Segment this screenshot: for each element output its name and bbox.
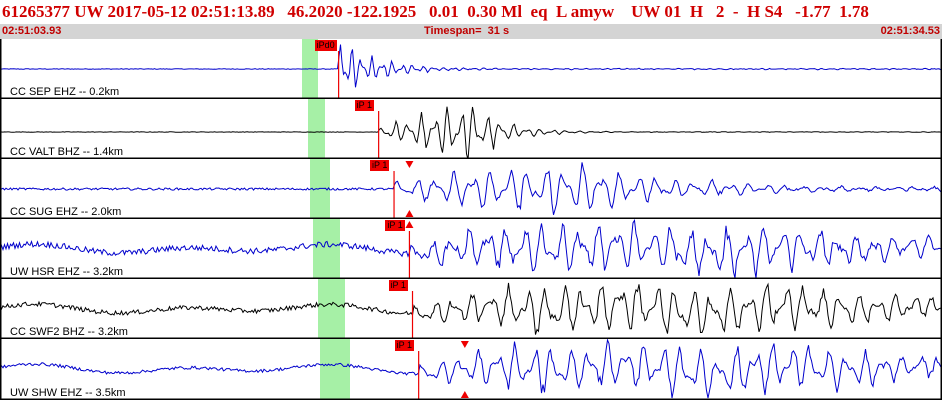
pick-window xyxy=(308,99,325,159)
seismogram-panels[interactable]: iPd0 CC SEP EHZ -- 0.2km iP 1 CC VALT BH… xyxy=(0,39,942,400)
station-label: UW SHW EHZ -- 3.5km xyxy=(10,387,126,399)
arrival-marker-down-icon xyxy=(460,341,469,348)
pick-label[interactable]: iP 1 xyxy=(394,340,415,351)
pick-window xyxy=(313,219,340,279)
pick-window xyxy=(320,339,350,400)
pick-label[interactable]: iP 1 xyxy=(370,160,390,171)
event-header: 61265377 UW 2017-05-12 02:51:13.89 46.20… xyxy=(0,0,942,40)
pick-label[interactable]: iPd0 xyxy=(314,40,337,51)
seismogram-panel[interactable]: iP 1 UW HSR EHZ -- 3.2km xyxy=(0,219,942,279)
pick-label[interactable]: iP 1 xyxy=(388,280,408,291)
seismic-trace xyxy=(0,282,942,335)
trace-plot xyxy=(0,39,942,99)
seismic-trace xyxy=(0,106,942,159)
arrival-marker-down-icon xyxy=(405,161,414,168)
trace-plot xyxy=(0,99,942,159)
trace-plot xyxy=(0,279,942,339)
seismic-trace xyxy=(0,339,942,399)
trace-plot xyxy=(0,159,942,219)
station-label: CC VALT BHZ -- 1.4km xyxy=(10,146,124,158)
start-time: 02:51:03.93 xyxy=(2,25,62,37)
trace-plot xyxy=(0,339,942,400)
event-title: 61265377 UW 2017-05-12 02:51:13.89 46.20… xyxy=(2,2,869,21)
seismogram-panel[interactable]: iP 1 UW SHW EHZ -- 3.5km xyxy=(0,339,942,400)
pick-window xyxy=(318,279,345,339)
pick-label[interactable]: iP 1 xyxy=(385,220,405,231)
pick-window xyxy=(310,159,330,219)
arrival-marker-up-icon xyxy=(460,391,469,398)
station-label: CC SWF2 BHZ -- 3.2km xyxy=(10,326,128,338)
station-label: CC SUG EHZ -- 2.0km xyxy=(10,206,122,218)
seismic-trace xyxy=(0,162,942,215)
arrival-marker-up-icon xyxy=(405,221,414,228)
seismogram-panel[interactable]: iPd0 CC SEP EHZ -- 0.2km xyxy=(0,39,942,99)
station-label: UW HSR EHZ -- 3.2km xyxy=(10,266,124,278)
station-label: CC SEP EHZ -- 0.2km xyxy=(10,86,120,98)
trace-plot xyxy=(0,219,942,279)
seismic-trace xyxy=(0,44,942,88)
end-time: 02:51:34.53 xyxy=(880,25,940,37)
seismic-trace xyxy=(0,219,942,279)
time-axis-bar: 02:51:03.93 Timespan= 31 s 02:51:34.53 xyxy=(0,24,942,39)
seismogram-panel[interactable]: iP 1 CC SUG EHZ -- 2.0km xyxy=(0,159,942,219)
seismogram-panel[interactable]: iP 1 CC VALT BHZ -- 1.4km xyxy=(0,99,942,159)
seismogram-panel[interactable]: iP 1 CC SWF2 BHZ -- 3.2km xyxy=(0,279,942,339)
pick-label[interactable]: iP 1 xyxy=(354,100,374,111)
timespan-label: Timespan= 31 s xyxy=(424,25,510,37)
arrival-marker-up-icon xyxy=(405,210,414,217)
